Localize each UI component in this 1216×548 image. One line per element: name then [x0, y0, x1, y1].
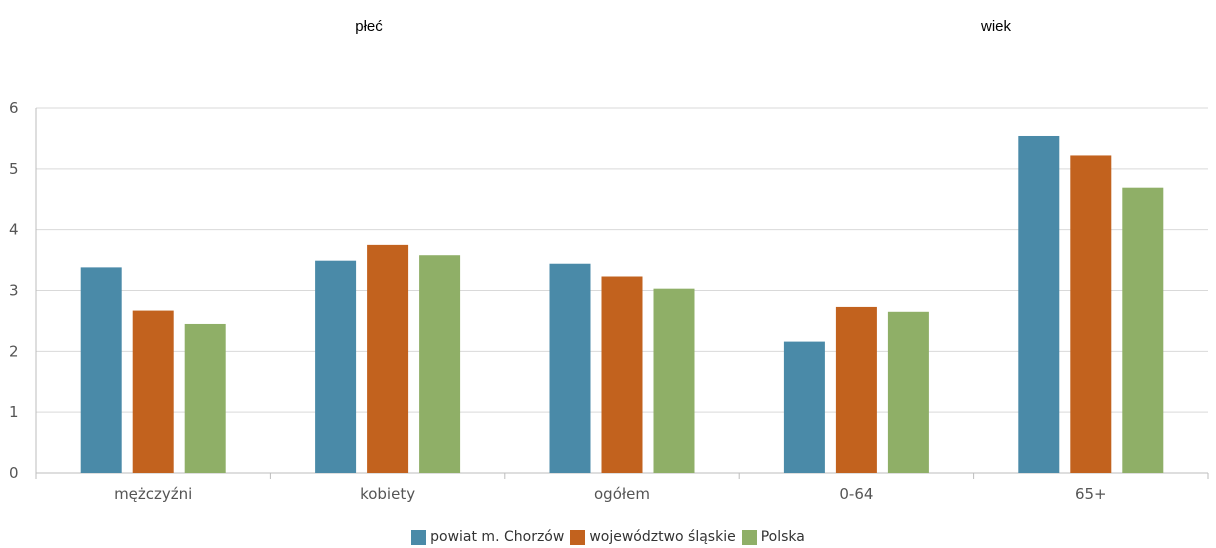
y-tick-label-3: 3	[9, 282, 19, 300]
bar-4-1	[1070, 155, 1112, 473]
bar-0-1	[132, 310, 174, 473]
x-category-label-1: kobiety	[360, 485, 415, 503]
bar-2-2	[653, 288, 695, 473]
legend-swatch-polska	[741, 529, 757, 545]
legend-label-polska: Polska	[760, 529, 805, 545]
y-tick-label-4: 4	[9, 221, 19, 239]
bar-3-2	[887, 311, 929, 473]
legend-label-powiat: powiat m. Chorzów	[430, 529, 565, 545]
bar-1-2	[419, 255, 461, 473]
x-category-label-2: ogółem	[594, 485, 650, 503]
group-title-plec: płeć	[355, 18, 383, 35]
bar-2-0	[549, 263, 591, 473]
y-tick-label-0: 0	[9, 464, 19, 482]
bar-4-2	[1122, 187, 1164, 474]
group-title-wiek: wiek	[980, 18, 1012, 35]
bar-0-0	[80, 267, 122, 473]
legend-item-polska[interactable]: Polska	[741, 529, 805, 545]
y-tick-label-2: 2	[9, 342, 19, 360]
bar-0-2	[184, 323, 226, 473]
x-category-label-4: 65+	[1075, 485, 1107, 503]
y-tick-label-5: 5	[9, 160, 19, 178]
bar-3-1	[835, 306, 877, 473]
x-category-label-0: mężczyźni	[114, 485, 192, 503]
legend-item-powiat[interactable]: powiat m. Chorzów	[411, 529, 564, 545]
legend-item-wojewodztwo[interactable]: województwo śląskie	[570, 529, 736, 545]
legend: powiat m. Chorzów województwo śląskie Po…	[0, 529, 1216, 545]
y-tick-label-6: 6	[9, 99, 19, 117]
bar-3-0	[783, 341, 825, 473]
bar-1-1	[367, 244, 409, 473]
legend-swatch-powiat	[411, 529, 427, 545]
legend-swatch-wojewodztwo	[570, 529, 586, 545]
bar-1-0	[315, 260, 357, 473]
bar-2-1	[601, 276, 643, 473]
bar-4-0	[1018, 135, 1060, 473]
legend-label-wojewodztwo: województwo śląskie	[589, 529, 736, 545]
y-tick-label-1: 1	[9, 403, 19, 421]
x-category-label-3: 0-64	[839, 485, 873, 503]
